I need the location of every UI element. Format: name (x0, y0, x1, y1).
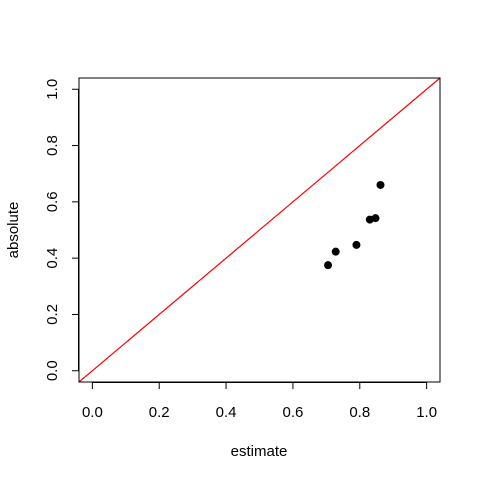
data-point (352, 240, 361, 249)
y-tick-label: 1.0 (44, 79, 61, 100)
x-tick-label: 0.0 (82, 404, 103, 421)
x-tick-label: 0.8 (349, 404, 370, 421)
reference-line-layer (78, 77, 441, 383)
y-axis: 0.0 0.2 0.4 0.6 0.8 1.0 (44, 79, 79, 381)
data-points-layer (324, 180, 385, 270)
reference-line (78, 77, 441, 383)
y-tick-label: 0.6 (44, 191, 61, 212)
y-tick-label: 0.8 (44, 135, 61, 156)
y-axis-title: absolute (5, 202, 22, 259)
data-point (376, 180, 385, 189)
x-tick-label: 0.4 (216, 404, 237, 421)
y-tick-label: 0.2 (44, 304, 61, 325)
x-tick-label: 0.2 (149, 404, 170, 421)
x-tick-label: 0.6 (282, 404, 303, 421)
y-tick-label: 0.4 (44, 248, 61, 269)
x-axis-title: estimate (231, 443, 288, 460)
data-point (371, 214, 380, 223)
y-tick-label: 0.0 (44, 360, 61, 381)
x-axis: 0.0 0.2 0.4 0.6 0.8 1.0 (82, 382, 437, 421)
data-point (324, 261, 333, 270)
x-tick-label: 1.0 (416, 404, 437, 421)
data-point (331, 247, 340, 256)
